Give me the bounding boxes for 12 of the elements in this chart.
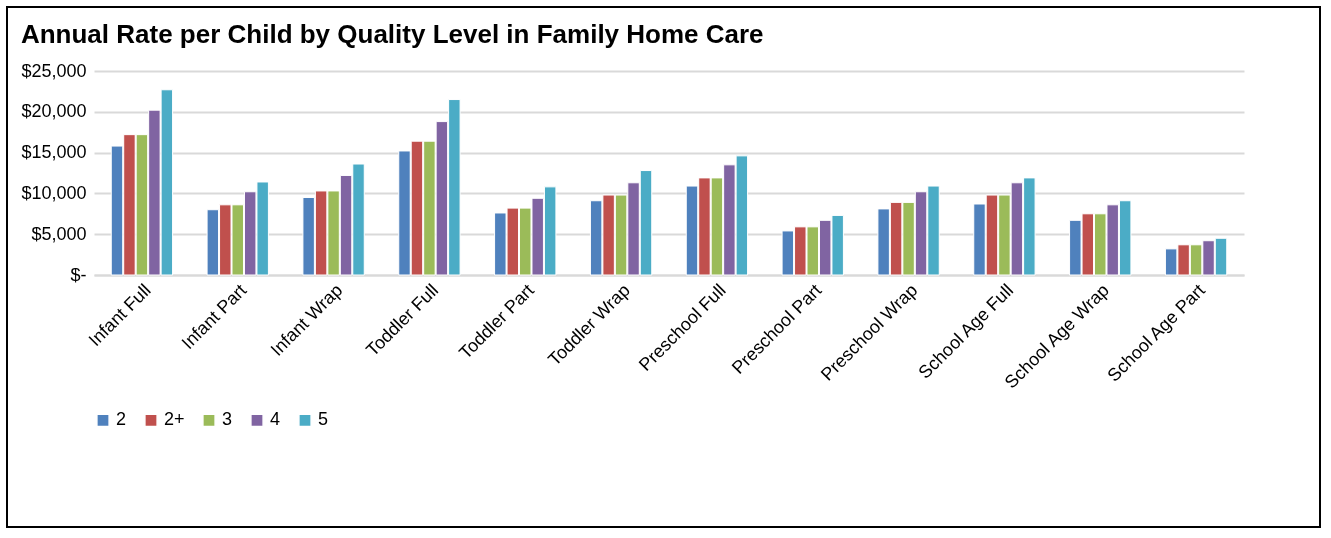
legend-label: 2 xyxy=(116,409,127,430)
y-tick-label: $15,000 xyxy=(21,142,87,163)
legend-label: 4 xyxy=(270,409,281,430)
legend-label: 5 xyxy=(318,409,329,430)
y-tick-label: $25,000 xyxy=(21,60,87,81)
legend-label: 2+ xyxy=(164,409,185,430)
legend-label: 3 xyxy=(222,409,233,430)
y-tick-label: $20,000 xyxy=(21,101,87,122)
y-tick-label: $- xyxy=(70,264,87,285)
chart-title: Annual Rate per Child by Quality Level in Family Home Care xyxy=(20,19,764,49)
y-tick-label: $10,000 xyxy=(21,182,87,203)
y-tick-label: $5,000 xyxy=(31,223,87,244)
